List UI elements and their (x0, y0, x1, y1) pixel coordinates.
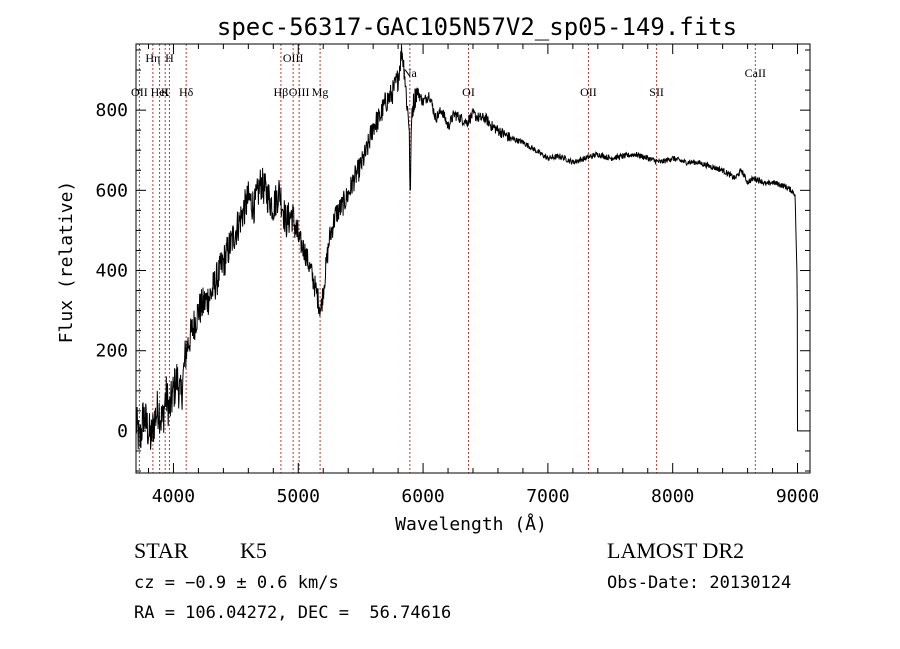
flux-series (135, 44, 801, 450)
x-tick-label: 5000 (277, 486, 320, 507)
spectral-line-label: OI (462, 85, 475, 99)
y-axis-label: Flux (relative) (56, 181, 77, 344)
x-tick-label: 6000 (401, 486, 444, 507)
spectral-line-label: OII (131, 85, 148, 99)
x-axis: 4000 5000 6000 7000 8000 9000 (147, 44, 819, 507)
x-tick-label: 9000 (776, 486, 819, 507)
spectral-line-label: OIII (289, 85, 310, 99)
sky-coordinates: RA = 106.04272, DEC = 56.74616 (134, 603, 452, 623)
y-tick-label: 600 (95, 180, 128, 201)
y-tick-label: 0 (117, 421, 128, 442)
y-tick-label: 200 (95, 341, 128, 362)
object-class: STAR (134, 538, 189, 563)
survey-name: LAMOST DR2 (607, 538, 745, 563)
y-tick-label: 800 (95, 100, 128, 121)
flux-line (135, 44, 801, 450)
spectral-line-label: CaII (745, 66, 766, 80)
y-axis: 0 200 400 600 800 (95, 49, 810, 472)
spectral-line-label: Hδ (179, 85, 194, 99)
observation-date: Obs-Date: 20130124 (607, 573, 792, 593)
object-subclass: K5 (240, 538, 267, 563)
spectral-line-label: H (165, 51, 174, 65)
spectral-line-label: Na (403, 66, 418, 80)
x-axis-label: Wavelength (Å) (395, 513, 547, 535)
x-tick-label: 4000 (152, 486, 195, 507)
spectral-line-label: Hβ (274, 85, 289, 99)
spectral-line-label: OII (580, 85, 597, 99)
y-tick-label: 400 (95, 261, 128, 282)
chart-title: spec-56317-GAC105N57V2_sp05-149.fits (217, 13, 737, 41)
spectral-line-label: Hη (145, 51, 160, 65)
x-tick-label: 7000 (526, 486, 569, 507)
spectral-line-label: OIII (283, 51, 304, 65)
spectral-line-label: Mg (312, 85, 329, 99)
spectral-line-label: SII (649, 85, 664, 99)
spectral-line-label: K (161, 85, 170, 99)
redshift-cz: cz = −0.9 ± 0.6 km/s (134, 573, 339, 593)
x-tick-label: 8000 (651, 486, 694, 507)
spectral-line-label: HeI (151, 85, 169, 99)
